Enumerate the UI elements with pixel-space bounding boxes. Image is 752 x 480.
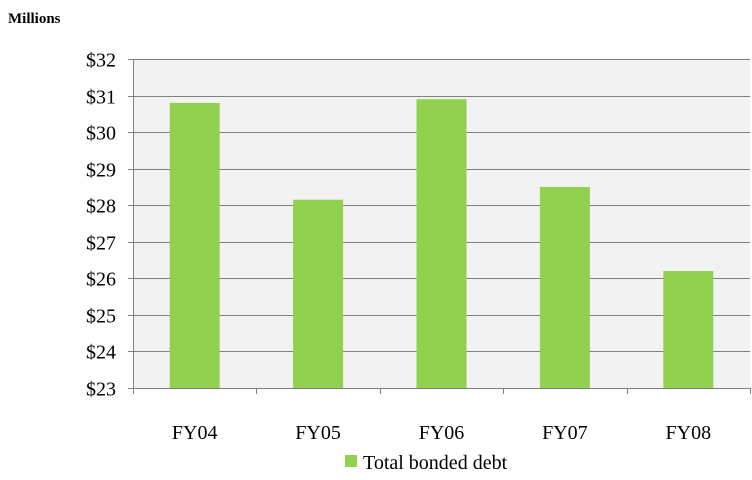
legend: Total bonded debt <box>345 452 508 474</box>
x-tick-label: FY05 <box>295 422 341 444</box>
bar-fy06 <box>416 99 467 388</box>
y-tick-label: $25 <box>86 306 116 328</box>
bar-fy04 <box>169 102 220 388</box>
y-tick-label: $30 <box>86 123 116 145</box>
y-tick-label: $23 <box>86 379 116 401</box>
x-tick-label: FY06 <box>419 422 465 444</box>
y-tick-label: $31 <box>86 87 116 109</box>
x-tick-label: FY07 <box>542 422 588 444</box>
bar-fy05 <box>293 199 344 388</box>
x-axis-ticks: FY04 FY05 FY06 FY07 FY08 <box>133 388 751 444</box>
y-tick-label: $26 <box>86 269 116 291</box>
y-tick-label: $27 <box>86 233 116 255</box>
y-tick-label: $32 <box>86 50 116 72</box>
unit-label: Millions <box>8 11 61 27</box>
legend-label: Total bonded debt <box>363 452 508 474</box>
legend-swatch <box>345 455 357 467</box>
x-tick-label: FY08 <box>666 422 712 444</box>
y-tick-label: $28 <box>86 196 116 218</box>
bars <box>169 99 714 388</box>
bar-fy07 <box>539 186 590 388</box>
x-tick-label: FY04 <box>172 422 218 444</box>
axes <box>133 59 750 389</box>
y-axis-ticks: $23 $24 $25 $26 $27 $28 $29 $30 $31 $32 <box>86 50 133 401</box>
y-tick-label: $29 <box>86 160 116 182</box>
bar-fy08 <box>663 271 714 388</box>
y-tick-label: $24 <box>86 342 116 364</box>
